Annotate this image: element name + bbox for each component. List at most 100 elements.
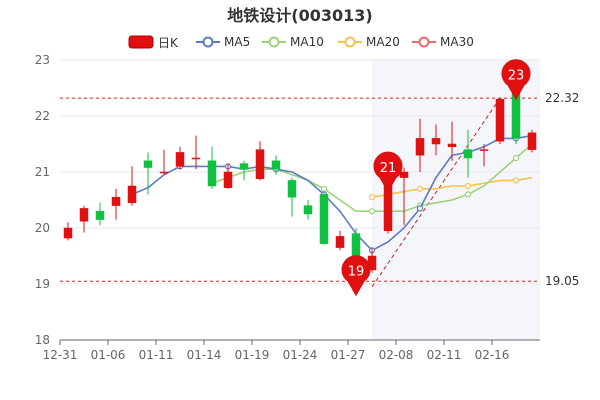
candle[interactable] <box>255 141 265 181</box>
price-pin[interactable]: 19 <box>341 255 371 297</box>
legend-item-ma10[interactable]: MA10 <box>262 32 324 52</box>
y-axis: 18 19 20 21 22 23 <box>35 53 50 347</box>
candle-body <box>495 98 505 142</box>
legend-label-ma5: MA5 <box>224 35 251 49</box>
trend-line <box>371 97 501 288</box>
candle[interactable] <box>239 160 249 181</box>
candle-body <box>447 143 457 148</box>
candle[interactable] <box>191 135 201 170</box>
candle[interactable] <box>79 205 89 233</box>
candle[interactable] <box>207 146 217 189</box>
x-tick-label: 01-27 <box>331 348 366 362</box>
candle-body <box>111 196 121 206</box>
price-pin-label: 19 <box>348 265 365 280</box>
x-axis: 12-31 01-06 01-11 01-14 01-19 01-24 01-27 02-08… <box>43 339 540 362</box>
price-pin-label: 21 <box>380 161 397 176</box>
ma20-point <box>464 182 472 190</box>
price-pin[interactable]: 23 <box>501 59 531 101</box>
legend-ma10-icon <box>262 36 286 48</box>
candle[interactable] <box>111 188 121 220</box>
legend: 日K MA5 MA10 MA20 MA30 <box>0 32 600 52</box>
candle[interactable] <box>319 191 329 245</box>
ma20-line <box>371 176 533 198</box>
x-tick-label: 01-19 <box>235 348 270 362</box>
ma20-point <box>416 185 424 192</box>
legend-kline-icon <box>128 35 154 49</box>
x-tick-label: 02-16 <box>475 348 510 362</box>
candle[interactable] <box>127 166 137 206</box>
candle[interactable] <box>335 230 345 251</box>
legend-label-ma10: MA10 <box>290 35 324 49</box>
x-tick-label: 01-14 <box>187 348 222 362</box>
candle[interactable] <box>303 200 313 220</box>
candle[interactable] <box>399 167 409 226</box>
candle[interactable] <box>463 130 473 178</box>
y-tick-label: 21 <box>35 165 50 179</box>
ma10-point <box>464 191 472 198</box>
candle-body <box>415 138 425 156</box>
legend-label-ma30: MA30 <box>440 35 474 49</box>
candle[interactable] <box>143 152 153 195</box>
candle-body <box>399 171 409 178</box>
candle[interactable] <box>495 98 505 144</box>
x-tick-label: 01-11 <box>139 348 174 362</box>
legend-item-ma30[interactable]: MA30 <box>412 32 474 52</box>
candle[interactable] <box>415 118 425 172</box>
ma20-point <box>368 194 376 201</box>
candle-body <box>335 236 345 248</box>
candle[interactable] <box>95 202 105 226</box>
candle[interactable] <box>479 144 489 167</box>
candle-body <box>143 160 153 168</box>
candle-body <box>271 160 281 170</box>
ma10-point <box>512 154 520 162</box>
price-pin-shape <box>341 255 371 297</box>
candle-body <box>191 157 201 160</box>
candle[interactable] <box>287 177 297 217</box>
y-tick-label: 23 <box>35 53 50 67</box>
candle-body <box>239 163 249 170</box>
x-tick-label: 01-06 <box>91 348 126 362</box>
candle[interactable] <box>271 155 281 175</box>
candle-body <box>303 205 313 215</box>
candle-body <box>79 208 89 222</box>
candle[interactable] <box>159 149 169 175</box>
ma10-point <box>368 208 376 215</box>
y-tick-label: 18 <box>35 333 50 347</box>
candle-body <box>527 132 537 150</box>
price-pin-label: 23 <box>508 69 525 84</box>
candle[interactable] <box>223 163 233 189</box>
candle[interactable] <box>431 124 441 156</box>
candle-body <box>175 152 185 167</box>
candle[interactable] <box>175 146 185 170</box>
legend-label-kline: 日K <box>158 35 178 50</box>
x-tick-label: 12-31 <box>43 348 78 362</box>
chart-title: 地铁设计(003013) <box>227 6 373 25</box>
reference-line-label: 22.32 <box>545 91 579 105</box>
candle-body <box>255 149 265 179</box>
candle[interactable] <box>447 121 457 161</box>
legend-item-kline[interactable]: 日K <box>128 32 178 52</box>
candle-body <box>159 171 169 174</box>
candle-body <box>463 149 473 159</box>
legend-ma5-icon <box>196 36 220 48</box>
legend-item-ma20[interactable]: MA20 <box>338 32 400 52</box>
candle-body <box>127 185 137 204</box>
price-pin[interactable]: 21 <box>373 151 403 193</box>
candle[interactable] <box>63 222 73 241</box>
price-pin-shape <box>373 151 403 193</box>
ma20-point <box>512 177 520 184</box>
y-tick-label: 20 <box>35 221 50 235</box>
y-tick-label: 19 <box>35 277 50 291</box>
y-tick-label: 22 <box>35 109 50 123</box>
candle-body <box>431 138 441 145</box>
x-tick-label: 02-08 <box>379 348 414 362</box>
legend-ma30-icon <box>412 36 436 48</box>
candle-body <box>479 149 489 151</box>
candle-body <box>63 227 73 239</box>
candle-body <box>287 180 297 198</box>
legend-item-ma5[interactable]: MA5 <box>196 32 250 52</box>
legend-label-ma20: MA20 <box>366 35 400 49</box>
candle[interactable] <box>527 130 537 153</box>
reference-line-label: 19.05 <box>545 274 579 288</box>
legend-ma20-icon <box>338 36 362 48</box>
